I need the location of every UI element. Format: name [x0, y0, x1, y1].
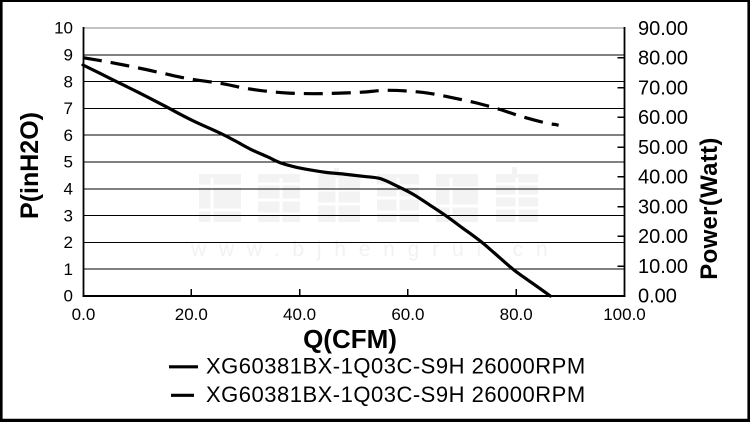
svg-text:2: 2 — [64, 233, 73, 252]
svg-text:0.00: 0.00 — [638, 286, 677, 308]
svg-text:40.0: 40.0 — [283, 305, 316, 324]
svg-text:1: 1 — [64, 260, 73, 279]
svg-text:8: 8 — [64, 72, 73, 91]
svg-text:Q(CFM): Q(CFM) — [303, 324, 397, 354]
svg-text:60.0: 60.0 — [391, 305, 424, 324]
svg-text:5: 5 — [64, 153, 73, 172]
svg-text:3: 3 — [64, 206, 73, 225]
svg-text:7: 7 — [64, 99, 73, 118]
svg-text:9: 9 — [64, 46, 73, 65]
svg-text:30.00: 30.00 — [638, 196, 688, 218]
svg-text:www.bjhengrui.cn: www.bjhengrui.cn — [190, 238, 560, 261]
svg-text:90.00: 90.00 — [638, 18, 688, 40]
svg-text:10.00: 10.00 — [638, 256, 688, 278]
svg-text:Power(Watt): Power(Watt) — [696, 137, 723, 279]
svg-text:20.0: 20.0 — [175, 305, 208, 324]
svg-text:50.00: 50.00 — [638, 137, 688, 159]
svg-text:P(inH2O): P(inH2O) — [16, 112, 44, 219]
svg-text:XG60381BX-1Q03C-S9H 26000RPM: XG60381BX-1Q03C-S9H 26000RPM — [206, 354, 586, 379]
svg-text:70.00: 70.00 — [638, 77, 688, 99]
svg-text:80.00: 80.00 — [638, 48, 688, 70]
svg-text:60.00: 60.00 — [638, 107, 688, 129]
svg-text:40.00: 40.00 — [638, 167, 688, 189]
svg-text:10: 10 — [54, 19, 73, 38]
svg-text:6: 6 — [64, 126, 73, 145]
svg-text:XG60381BX-1Q03C-S9H 26000RPM: XG60381BX-1Q03C-S9H 26000RPM — [206, 382, 586, 407]
svg-text:80.0: 80.0 — [500, 305, 533, 324]
svg-text:100.0: 100.0 — [603, 305, 646, 324]
svg-text:0: 0 — [64, 287, 73, 306]
svg-text:0.0: 0.0 — [72, 305, 96, 324]
svg-text:4: 4 — [64, 180, 73, 199]
svg-text:20.00: 20.00 — [638, 226, 688, 248]
